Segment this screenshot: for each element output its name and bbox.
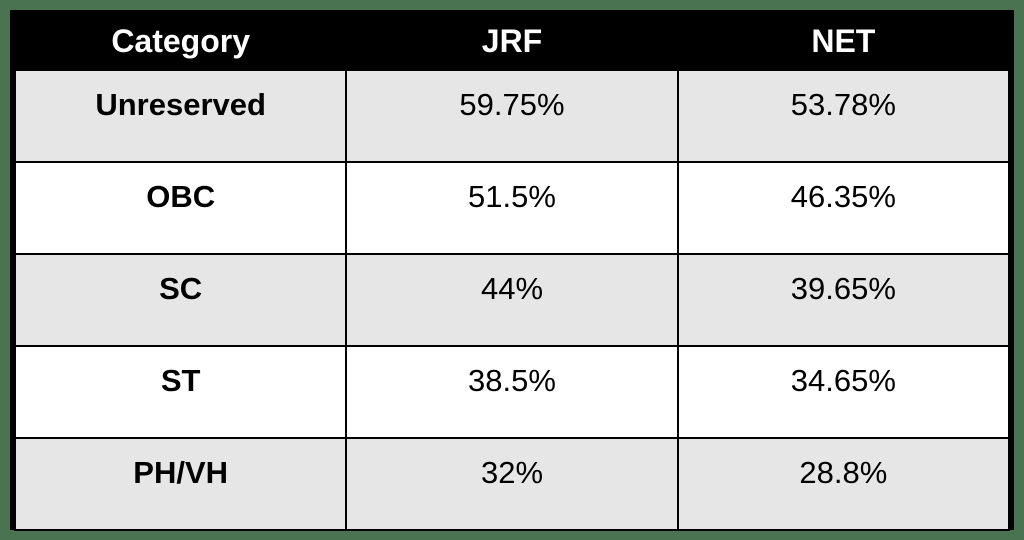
- table-body: Unreserved 59.75% 53.78% OBC 51.5% 46.35…: [13, 69, 1011, 531]
- net-value: 46.35%: [676, 161, 1011, 255]
- net-value: 34.65%: [676, 345, 1011, 439]
- jrf-value: 44%: [345, 253, 679, 347]
- cutoff-table-container: Category JRF NET Unreserved 59.75% 53.78…: [10, 10, 1014, 531]
- jrf-value: 32%: [345, 437, 679, 531]
- table-row-phvh: PH/VH 32% 28.8%: [13, 437, 1011, 531]
- category-label: SC: [13, 253, 348, 347]
- table-row-obc: OBC 51.5% 46.35%: [13, 161, 1011, 255]
- cutoff-table: Category JRF NET Unreserved 59.75% 53.78…: [13, 14, 1011, 531]
- jrf-value: 59.75%: [345, 69, 679, 163]
- net-value: 39.65%: [676, 253, 1011, 347]
- table-row-sc: SC 44% 39.65%: [13, 253, 1011, 347]
- category-label: ST: [13, 345, 348, 439]
- table-row-st: ST 38.5% 34.65%: [13, 345, 1011, 439]
- header-row: Category JRF NET: [15, 14, 1009, 70]
- net-value: 53.78%: [676, 69, 1011, 163]
- table-row-unreserved: Unreserved 59.75% 53.78%: [13, 69, 1011, 163]
- category-label: Unreserved: [13, 69, 348, 163]
- category-label: PH/VH: [13, 437, 348, 531]
- header-cell-jrf: JRF: [346, 14, 678, 70]
- header-cell-net: NET: [677, 14, 1009, 70]
- category-label: OBC: [13, 161, 348, 255]
- table-header: Category JRF NET: [15, 14, 1009, 70]
- jrf-value: 38.5%: [345, 345, 679, 439]
- header-cell-category: Category: [15, 14, 347, 70]
- jrf-value: 51.5%: [345, 161, 679, 255]
- net-value: 28.8%: [676, 437, 1011, 531]
